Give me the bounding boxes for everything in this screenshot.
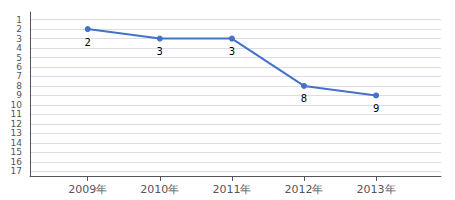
svg-text:2: 2 (16, 24, 22, 35)
svg-text:2: 2 (84, 37, 90, 48)
svg-text:2009年: 2009年 (68, 183, 107, 196)
svg-text:8: 8 (16, 80, 22, 91)
svg-text:2013年: 2013年 (357, 183, 396, 196)
svg-text:4: 4 (16, 43, 22, 53)
svg-text:11: 11 (10, 109, 22, 120)
svg-text:14: 14 (10, 137, 22, 148)
svg-text:9: 9 (373, 103, 379, 114)
svg-text:2012年: 2012年 (285, 183, 324, 196)
svg-text:12: 12 (10, 118, 22, 129)
svg-text:3: 3 (229, 46, 235, 57)
svg-text:17: 17 (11, 166, 22, 176)
svg-text:1: 1 (16, 14, 22, 25)
svg-text:15: 15 (10, 147, 22, 158)
svg-text:2010年: 2010年 (140, 183, 179, 196)
svg-text:5: 5 (16, 52, 22, 63)
svg-text:2011年: 2011年 (212, 183, 251, 196)
svg-text:10: 10 (10, 99, 22, 110)
svg-text:13: 13 (10, 128, 22, 139)
svg-text:6: 6 (16, 62, 22, 72)
svg-text:3: 3 (157, 46, 163, 57)
svg-text:9: 9 (16, 90, 22, 101)
svg-text:7: 7 (16, 71, 22, 82)
svg-text:3: 3 (16, 33, 22, 44)
svg-text:16: 16 (10, 156, 22, 167)
svg-text:8: 8 (301, 93, 307, 104)
